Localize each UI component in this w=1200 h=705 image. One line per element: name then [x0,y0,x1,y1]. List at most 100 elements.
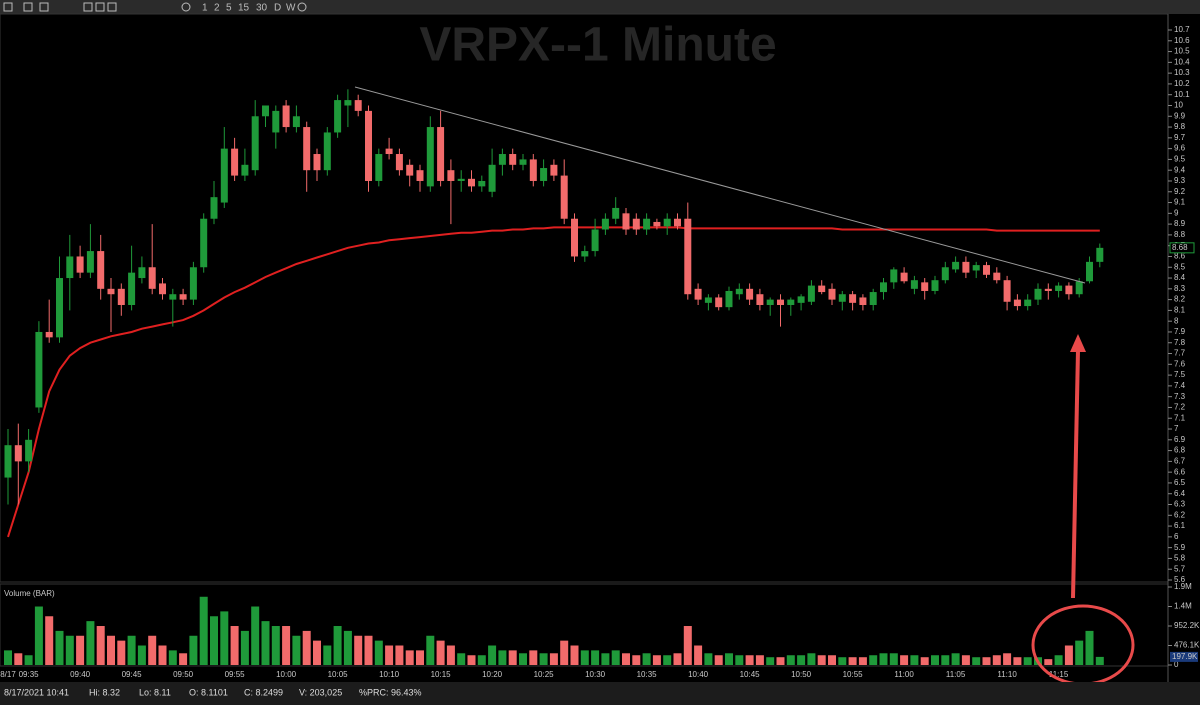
candle-body [447,170,455,181]
volume-bar [426,635,435,665]
arrow-shaft [1071,349,1080,599]
price-marker-label: 8.68 [1172,243,1188,252]
candle-body [756,294,764,305]
volume-bar [457,653,466,665]
y-tick-label: 6.4 [1174,489,1186,498]
volume-bar [797,655,806,665]
volume-bar [127,635,136,665]
candle-body [138,267,146,279]
candle-body [282,105,290,128]
interval-button[interactable]: 2 [214,3,220,14]
interval-button[interactable]: 1 [202,3,208,14]
candle-body [334,100,342,133]
candle-body [766,299,774,305]
status-item: Lo: 8.11 [139,687,171,697]
candle-body [385,148,393,155]
status-item: Hi: 8.32 [89,687,120,697]
y-tick-label: 10.5 [1174,47,1190,56]
y-tick-label: 9.7 [1174,133,1186,142]
candle-body [632,218,640,230]
candle-body [416,170,424,181]
candle-body [643,218,651,230]
volume-marker-label: 197.9K [1172,652,1198,661]
volume-bar [766,657,775,665]
x-tick-label: 09:40 [70,670,91,679]
candle-body [231,148,239,176]
volume-bar [477,655,486,665]
candle-body [375,154,383,181]
x-tick-label: 11:15 [1049,670,1069,679]
volume-bar [1085,630,1094,665]
candle-body [303,127,311,171]
volume-bar [137,645,146,665]
candle-body [838,294,846,302]
candle-body [807,285,815,302]
volume-bar [601,653,610,665]
candle-body [777,299,784,305]
y-tick-label: 9.3 [1174,176,1186,185]
x-tick-label: 10:20 [482,670,503,679]
candle-body [200,218,208,268]
volume-bar [251,606,260,665]
volume-bar [1095,656,1104,665]
x-tick-label: 10:15 [431,670,452,679]
volume-bar [1075,640,1084,665]
volume-bar [271,626,280,665]
x-tick-label: 10:05 [328,670,349,679]
price-marker-box [1169,242,1195,254]
y-tick-label: 7.1 [1174,413,1186,422]
x-tick-label: 09:50 [173,670,194,679]
volume-bar [158,645,167,665]
volume-bar [683,626,692,665]
volume-bar [1054,655,1063,665]
candle-body [704,297,712,303]
y-tick-label: 9 [1174,208,1179,217]
candle-body [148,267,156,289]
volume-bar [302,630,311,665]
candle-body [818,285,826,293]
interval-button[interactable]: 5 [226,3,232,14]
volume-bar [838,657,847,665]
y-tick-label: 7.2 [1174,403,1186,412]
candle-body [797,296,805,303]
volume-bar [107,635,115,665]
candle-body [684,218,692,295]
y-tick-label: 6.1 [1174,521,1186,530]
volume-bar [65,635,74,665]
candle-body [210,197,218,219]
volume-bar [55,630,64,665]
interval-button[interactable]: D [274,3,281,14]
y-tick-label: 6 [1174,532,1179,541]
interval-button[interactable]: 30 [256,3,268,14]
y-tick-label: 9.9 [1174,111,1186,120]
volume-tick-label: 1.4M [1174,602,1192,611]
candle-body [952,261,960,270]
x-tick-label: 11:05 [946,670,966,679]
interval-button[interactable]: W [286,3,296,14]
candle-body [1096,247,1104,262]
volume-bar [179,653,188,665]
y-tick-label: 7.3 [1174,392,1186,401]
volume-bar [580,650,589,665]
x-tick-label: 10:45 [740,670,761,679]
volume-bar [1023,657,1032,665]
candle-body [220,148,228,203]
volume-bar [354,635,363,665]
candle-body [478,180,486,187]
y-tick-label: 7.4 [1174,381,1186,390]
interval-button[interactable]: 15 [238,3,250,14]
volume-bar [591,650,600,665]
y-tick-label: 6.3 [1174,500,1186,509]
volume-bar [24,655,33,665]
candle-body [128,272,136,305]
volume-bar [725,653,733,665]
toolbar-intervals[interactable]: 1 2 5 15 30 D W [202,3,296,14]
candle-body [241,164,249,176]
candle-body [653,221,661,227]
candle-body [354,100,362,111]
volume-bar [14,653,23,665]
candle-body [457,178,465,181]
volume-bar [508,650,517,665]
y-tick-label: 9.4 [1174,165,1186,174]
